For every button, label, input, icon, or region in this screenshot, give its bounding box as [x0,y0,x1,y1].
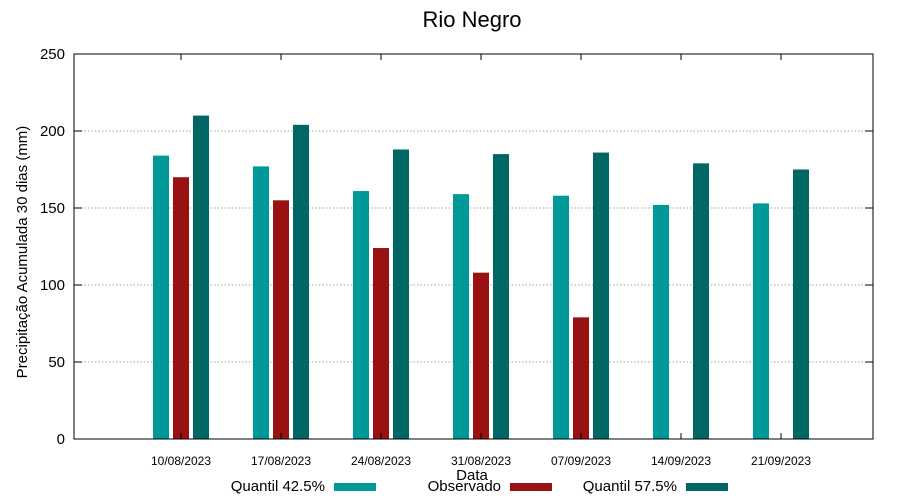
y-tick-label: 50 [48,354,65,371]
legend-swatch [334,483,376,491]
bar-quantil-57-5-7 [793,169,809,439]
bar-observado-3 [373,248,389,439]
bar-quantil-57-5-3 [393,149,409,440]
bar-quantil-42-5-6 [653,204,669,439]
x-tick-label: 07/09/2023 [551,454,611,468]
plot-frame [73,53,874,440]
bar-quantil-42-5-2 [253,166,269,440]
bar-quantil-57-5-1 [193,115,209,439]
bar-observado-4 [473,272,489,439]
x-axis-label: Data [456,467,488,484]
legend-label: Quantil 42.5% [231,478,325,495]
bar-quantil-57-5-5 [593,152,609,439]
legend-label: Observado [428,478,501,495]
x-tick-labels: 10/08/2023 17/08/2023 24/08/2023 31/08/2023… [151,454,811,468]
x-tick-label: 14/09/2023 [651,454,711,468]
bar-quantil-42-5-3 [353,191,369,439]
x-tick-label: 17/08/2023 [251,454,311,468]
axis-ticks [74,53,873,440]
y-tick-label: 200 [40,123,65,140]
legend-swatch [510,483,552,491]
legend-swatch [686,483,728,491]
chart-title: Rio Negro [422,7,521,32]
bar-quantil-57-5-4 [493,154,509,439]
bar-observado-2 [273,200,289,439]
y-tick-label: 250 [40,46,65,63]
legend: Quantil 42.5% Observado Quantil 57.5% [231,478,728,495]
y-tick-label: 0 [57,431,65,448]
y-axis-label: Precipitação Acumulada 30 dias (mm) [14,126,31,379]
legend-label: Quantil 57.5% [583,478,677,495]
bar-quantil-42-5-5 [553,195,569,439]
y-tick-labels: 0 50 100 150 200 250 [40,46,65,448]
y-tick-label: 100 [40,277,65,294]
x-tick-label: 21/09/2023 [751,454,811,468]
x-tick-label: 10/08/2023 [151,454,211,468]
bar-observado-1 [173,177,189,439]
bar-quantil-42-5-7 [753,203,769,439]
bar-quantil-57-5-2 [293,124,309,439]
bar-quantil-57-5-6 [693,163,709,439]
bar-quantil-42-5-1 [153,155,169,439]
bar-observado-5 [573,317,589,439]
x-tick-label: 24/08/2023 [351,454,411,468]
y-tick-label: 150 [40,200,65,217]
bar-quantil-42-5-4 [453,194,469,439]
bars [153,115,809,440]
x-tick-label: 31/08/2023 [451,454,511,468]
